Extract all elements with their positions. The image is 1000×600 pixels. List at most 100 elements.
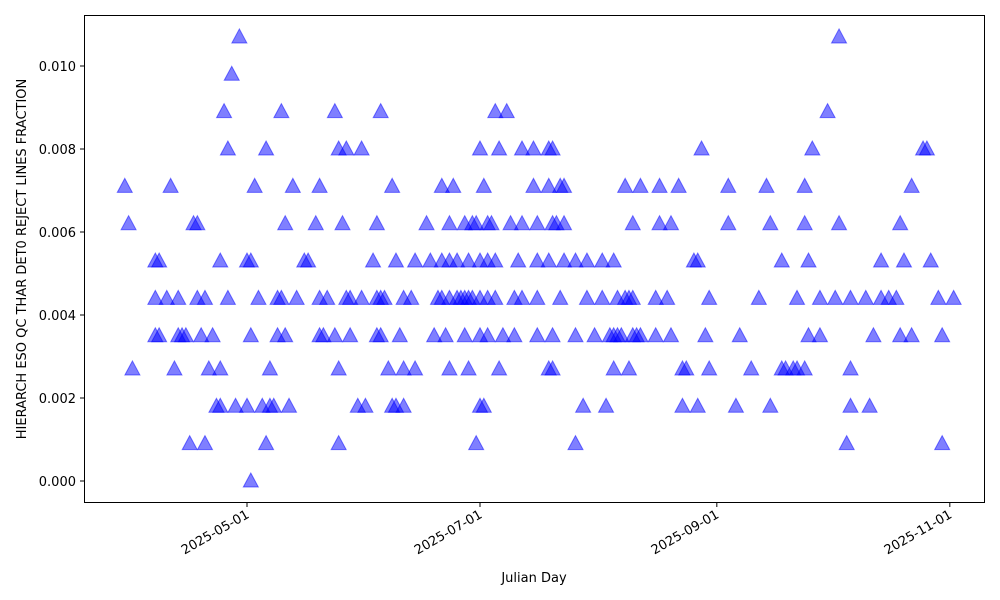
data-point-triangle [364, 251, 382, 268]
data-point-triangle [357, 397, 374, 413]
data-point-triangle [284, 177, 302, 193]
data-point-triangle [865, 326, 882, 343]
data-point-triangle [273, 102, 290, 119]
data-point-triangle [406, 359, 424, 376]
data-point-triangle [800, 326, 817, 343]
data-point-triangle [689, 397, 707, 413]
data-point-triangle [467, 214, 485, 231]
data-point-triangle [842, 359, 859, 376]
data-point-triangle [341, 289, 359, 305]
data-point-triangle [670, 177, 687, 193]
data-point-triangle [624, 214, 642, 231]
data-point-triangle [719, 214, 737, 231]
data-point-triangle [280, 397, 298, 413]
data-point-triangle [651, 177, 668, 193]
data-point-triangle [811, 326, 829, 343]
data-point-triangle [842, 397, 859, 413]
data-point-triangle [231, 27, 248, 44]
data-point-triangle [330, 359, 348, 376]
x-tick-label: 2025-11-01 [882, 507, 955, 558]
data-point-triangle [838, 434, 856, 451]
data-point-triangle [433, 177, 451, 193]
data-point-triangle [158, 289, 176, 305]
data-point-triangle [486, 251, 504, 268]
data-point-triangle [265, 397, 283, 413]
data-point-triangle [895, 251, 913, 268]
x-tick-label: 2025-05-01 [179, 507, 252, 558]
data-point-triangle [903, 326, 920, 343]
data-point-triangle [383, 177, 401, 193]
data-point-triangle [494, 326, 512, 343]
data-point-triangle [395, 359, 412, 376]
data-point-triangle [124, 359, 141, 376]
data-point-triangle [120, 214, 137, 231]
data-point-triangle [372, 102, 390, 119]
data-point-triangle [379, 359, 397, 376]
y-tick-label: 0.010 [39, 60, 76, 75]
data-point-triangle [391, 326, 409, 343]
data-point-triangle [616, 177, 634, 193]
y-tick-label: 0.006 [39, 226, 76, 241]
data-point-triangle [261, 359, 279, 376]
data-point-triangle [486, 102, 504, 119]
data-point-triangle [307, 214, 325, 231]
data-point-triangle [830, 27, 848, 44]
data-point-triangle [567, 326, 584, 343]
data-point-triangle [223, 65, 241, 81]
data-point-triangle [215, 102, 233, 119]
data-point-triangle [540, 251, 558, 268]
data-point-triangle [353, 289, 370, 305]
data-point-triangle [903, 177, 920, 193]
data-point-triangle [578, 251, 596, 268]
data-point-triangle [288, 289, 305, 305]
data-point-triangle [930, 289, 947, 305]
data-point-triangle [276, 326, 294, 343]
data-point-triangle [662, 214, 680, 231]
data-point-triangle [238, 397, 256, 413]
data-point-triangle [498, 102, 516, 119]
data-point-triangle [479, 326, 496, 343]
data-points [116, 27, 962, 488]
data-point-triangle [525, 177, 542, 193]
x-tick-label: 2025-09-01 [649, 507, 722, 558]
data-point-triangle [945, 289, 962, 305]
data-point-triangle [196, 434, 214, 451]
data-point-triangle [219, 139, 237, 156]
data-point-triangle [490, 139, 508, 156]
data-point-triangle [528, 251, 546, 268]
data-point-triangle [891, 326, 909, 343]
data-point-triangle [567, 434, 584, 451]
data-point-triangle [483, 214, 500, 231]
data-point-triangle [693, 139, 710, 156]
data-point-triangle [460, 251, 477, 268]
data-point-triangle [551, 289, 569, 305]
data-point-triangle [227, 397, 244, 413]
data-point-triangle [555, 177, 573, 193]
data-point-triangle [872, 251, 890, 268]
data-point-triangle [406, 251, 424, 268]
data-point-triangle [326, 326, 344, 343]
data-point-triangle [418, 214, 435, 231]
data-point-triangle [513, 289, 531, 305]
data-point-triangle [456, 326, 474, 343]
data-point-triangle [918, 139, 936, 156]
data-point-triangle [486, 289, 504, 305]
data-point-triangle [796, 359, 814, 376]
data-point-triangle [196, 289, 214, 305]
x-axis-title: Julian Day [500, 571, 567, 586]
data-point-triangle [861, 397, 878, 413]
data-point-triangle [150, 326, 168, 343]
data-point-triangle [888, 289, 905, 305]
data-point-triangle [502, 214, 519, 231]
data-point-triangle [742, 359, 760, 376]
data-point-triangle [697, 326, 714, 343]
data-point-triangle [242, 251, 260, 268]
data-point-triangle [528, 326, 546, 343]
data-point-triangle [506, 326, 523, 343]
data-point-triangle [750, 289, 768, 305]
data-point-triangle [211, 359, 229, 376]
data-point-triangle [200, 359, 218, 376]
data-point-triangle [800, 251, 817, 268]
data-point-triangle [250, 289, 267, 305]
data-point-triangle [567, 251, 584, 268]
